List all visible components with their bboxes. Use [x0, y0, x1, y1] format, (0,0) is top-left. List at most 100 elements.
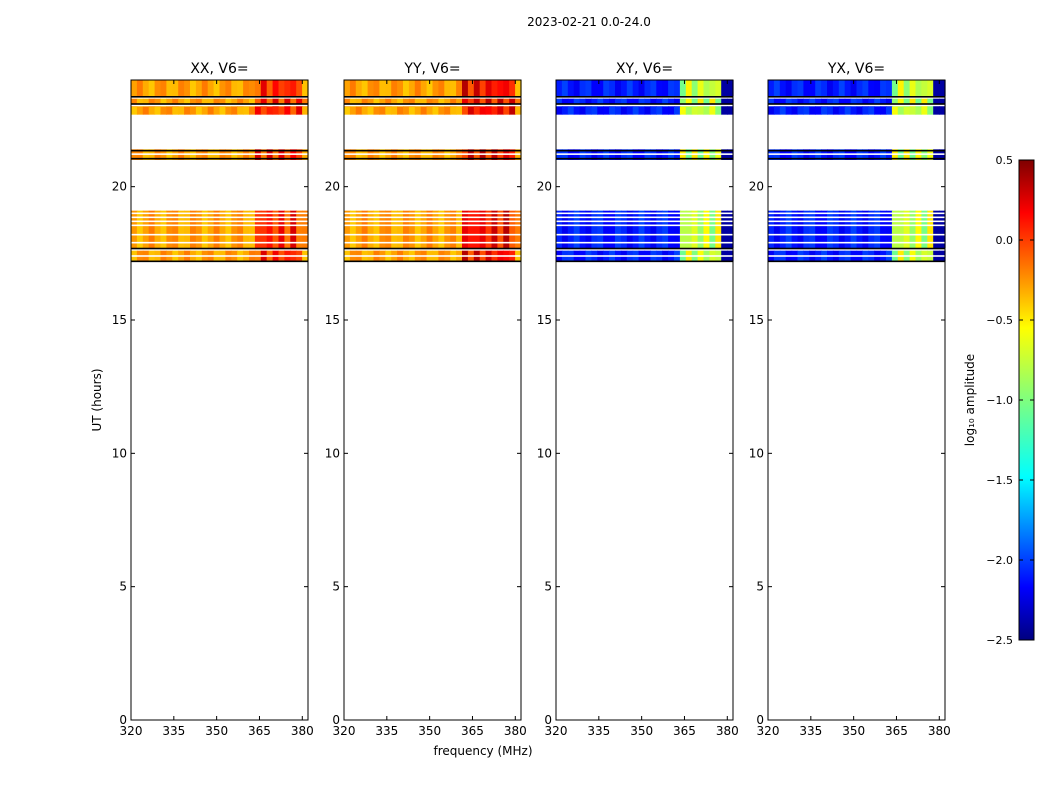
heatmap-cell	[556, 80, 563, 96]
heatmap-cell	[349, 98, 357, 107]
heatmap-cell	[278, 210, 285, 248]
heatmap-cell	[426, 80, 434, 96]
heatmap-cell	[497, 98, 504, 107]
heatmap-cell	[868, 210, 875, 248]
heatmap-cell	[821, 80, 828, 96]
flag-line	[768, 96, 945, 98]
heatmap-cell	[154, 210, 162, 248]
heatmap-cell	[773, 80, 781, 96]
heatmap-cell	[296, 210, 303, 248]
heatmap-cell	[856, 210, 863, 248]
heatmap-cell	[414, 80, 422, 96]
heatmap-cell	[225, 106, 232, 115]
heatmap-cell	[874, 98, 881, 107]
heatmap-cell	[403, 210, 410, 248]
gap-line	[556, 241, 733, 244]
heatmap-cell	[444, 106, 451, 115]
heatmap-cell	[166, 98, 173, 107]
heatmap-cell	[142, 80, 150, 96]
x-tick-label: 350	[842, 724, 865, 738]
y-tick-label: 5	[332, 580, 340, 594]
heatmap-cell	[827, 98, 834, 107]
heatmap-cell	[615, 80, 622, 96]
y-tick-label: 20	[537, 180, 552, 194]
heatmap-cell	[438, 106, 445, 115]
gap-line	[768, 241, 945, 244]
flag-line	[344, 260, 521, 263]
heatmap-cell	[668, 210, 675, 248]
heatmap-cell	[644, 98, 651, 107]
heatmap-cell	[154, 106, 162, 115]
y-axis-label: UT (hours)	[90, 368, 104, 431]
heatmap-cell	[420, 98, 428, 107]
x-tick-label: 320	[333, 724, 356, 738]
heatmap-cell	[809, 210, 816, 248]
heatmap-cell	[136, 80, 144, 96]
heatmap-cell	[668, 106, 675, 115]
heatmap-cell	[921, 210, 928, 248]
heatmap-cell	[850, 80, 858, 96]
heatmap-cell	[408, 98, 416, 107]
heatmap-cell	[166, 80, 173, 96]
y-tick-label: 15	[325, 313, 340, 327]
heatmap-cell	[827, 80, 834, 96]
heatmap-cell	[561, 98, 569, 107]
heatmap-cell	[509, 98, 516, 107]
y-tick-label: 15	[112, 313, 127, 327]
flag-line	[556, 149, 733, 152]
heatmap-cell	[620, 80, 628, 96]
heatmap-cell	[207, 106, 215, 115]
heatmap-cell	[426, 106, 434, 115]
heatmap-cell	[591, 98, 598, 107]
heatmap-cell	[160, 80, 167, 96]
heatmap-cell	[821, 98, 828, 107]
gap-line	[344, 224, 521, 227]
y-tick-label: 5	[119, 580, 127, 594]
heatmap-cell	[703, 98, 710, 107]
heatmap-cell	[638, 80, 646, 96]
heatmap-cell	[373, 80, 380, 96]
heatmap-cell	[838, 80, 846, 96]
heatmap-cell	[662, 98, 669, 107]
heatmap-cell	[644, 80, 651, 96]
heatmap-cell	[903, 80, 911, 96]
heatmap-cell	[709, 80, 716, 96]
heatmap-cell	[243, 210, 250, 248]
heatmap-cell	[408, 80, 416, 96]
flag-line	[344, 149, 521, 152]
panels: XX, V6= 320 335 350 365 380 0 5 10 15 20 YY, V6= 320…	[112, 61, 951, 738]
figure-suptitle: 2023-02-21 0.0-24.0	[527, 15, 651, 29]
heatmap-cell	[225, 210, 232, 248]
heatmap-cell	[815, 80, 822, 96]
heatmap-cell	[148, 210, 156, 248]
heatmap-cell	[254, 106, 262, 115]
heatmap-cell	[485, 98, 493, 107]
heatmap-cell	[284, 106, 291, 115]
heatmap-cell	[473, 80, 481, 96]
heatmap-cell	[891, 80, 899, 96]
heatmap-cell	[403, 80, 410, 96]
heatmap-cell	[556, 210, 563, 248]
heatmap-cell	[225, 80, 232, 96]
heatmap-cell	[809, 106, 816, 115]
heatmap-cell	[166, 106, 173, 115]
heatmap-cell	[515, 210, 522, 248]
heatmap-cell	[142, 106, 150, 115]
heatmap-cell	[827, 210, 834, 248]
heatmap-cell	[809, 98, 816, 107]
heatmap-cell	[644, 106, 651, 115]
heatmap-cell	[438, 210, 445, 248]
heatmap-cell	[195, 98, 203, 107]
heatmap-cell	[266, 80, 274, 96]
heatmap-cell	[213, 210, 221, 248]
heatmap-cell	[891, 98, 899, 107]
heatmap-cell	[880, 98, 887, 107]
gap-line	[768, 255, 945, 257]
heatmap-cell	[462, 98, 469, 107]
heatmap-cell	[939, 106, 946, 115]
heatmap-cell	[933, 80, 940, 96]
heatmap-cell	[662, 80, 669, 96]
heatmap-cell	[260, 98, 268, 107]
heatmap-cell	[397, 98, 404, 107]
